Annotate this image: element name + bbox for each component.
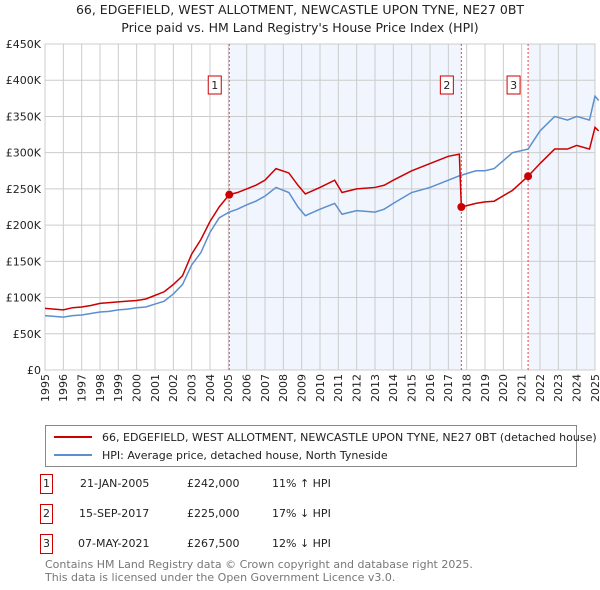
sale-date: 21-JAN-2005 xyxy=(80,477,150,490)
chart-subtitle: Price paid vs. HM Land Registry's House … xyxy=(121,20,479,35)
sale-date: 07-MAY-2021 xyxy=(78,537,150,550)
shaded-period xyxy=(229,44,462,370)
x-tick-label: 2007 xyxy=(259,374,272,402)
x-tick-label: 2024 xyxy=(571,374,584,402)
plot-border xyxy=(44,43,596,371)
y-tick-label: £400K xyxy=(6,74,42,87)
y-tick-label: £250K xyxy=(6,183,42,196)
x-tick-label: 2010 xyxy=(314,374,327,402)
sale-price: £267,500 xyxy=(187,537,240,550)
x-tick-label: 2009 xyxy=(296,374,309,402)
x-tick-label: 2023 xyxy=(552,374,565,402)
footer-line-1: Contains HM Land Registry data © Crown c… xyxy=(45,558,473,571)
y-tick-label: £150K xyxy=(6,255,42,268)
sale-hpi: 12% ↓ HPI xyxy=(272,537,331,550)
x-tick-label: 1997 xyxy=(76,374,89,402)
sale-point xyxy=(225,190,234,199)
sale-marker-box xyxy=(439,75,454,95)
y-tick-label: £0 xyxy=(27,364,41,377)
x-tick-label: 2025 xyxy=(589,374,600,402)
y-tick-label: £200K xyxy=(6,219,42,232)
sale-marker-num: 3 xyxy=(40,534,53,554)
plot-area: 1995 1996 1997 1998 1999 2000 2001 2002 2003 2004… xyxy=(6,38,600,402)
x-tick-label: 2011 xyxy=(332,374,345,402)
sale-marker-label: 3 xyxy=(510,79,517,92)
x-tick-label: 2000 xyxy=(131,374,144,402)
x-tick-label: 2020 xyxy=(497,374,510,402)
y-tick-label: £50K xyxy=(13,328,42,341)
x-tick-label: 2017 xyxy=(442,374,455,402)
x-tick-label: 2013 xyxy=(369,374,382,402)
sale-marker-label: 2 xyxy=(443,79,450,92)
chart-title: 66, EDGEFIELD, WEST ALLOTMENT, NEWCASTLE… xyxy=(75,2,525,17)
x-tick-label: 1999 xyxy=(112,374,125,402)
hpi-line xyxy=(44,94,600,318)
x-tick-label: 2019 xyxy=(479,374,492,402)
x-tick-label: 2012 xyxy=(351,374,364,402)
x-tick-label: 2001 xyxy=(149,374,162,402)
legend: 66, EDGEFIELD, WEST ALLOTMENT, NEWCASTLE… xyxy=(45,425,597,467)
legend-label-hpi: HPI: Average price, detached house, Nort… xyxy=(102,448,388,462)
x-tick-label: 2014 xyxy=(387,374,400,402)
footer-attribution: Contains HM Land Registry data © Crown c… xyxy=(45,558,473,584)
y-tick-label: £350K xyxy=(6,110,42,123)
x-tick-label: 2008 xyxy=(277,374,290,402)
x-tick-label: 2016 xyxy=(424,374,437,402)
x-tick-label: 2002 xyxy=(167,374,180,402)
shaded-period xyxy=(528,44,595,370)
sale-date: 15-SEP-2017 xyxy=(79,507,150,520)
x-tick-label: 2015 xyxy=(406,374,419,402)
sale-point xyxy=(524,172,533,181)
sale-hpi: 17% ↓ HPI xyxy=(272,507,331,520)
x-tick-label: 2004 xyxy=(204,374,217,402)
sale-marker-box xyxy=(207,75,222,95)
x-tick-label: 1995 xyxy=(39,374,52,402)
sale-marker-num: 1 xyxy=(40,474,53,494)
x-tick-label: 2018 xyxy=(461,374,474,402)
sale-price: £242,000 xyxy=(187,477,240,490)
legend-swatch-hpi xyxy=(54,454,92,456)
sale-point xyxy=(457,203,466,211)
x-tick-label: 2003 xyxy=(186,374,199,402)
sale-hpi: 11% ↑ HPI xyxy=(272,477,331,490)
footer-line-2: This data is licensed under the Open Gov… xyxy=(45,571,396,584)
x-tick-label: 2022 xyxy=(534,374,547,402)
property-price-line xyxy=(44,125,600,311)
legend-label-property: 66, EDGEFIELD, WEST ALLOTMENT, NEWCASTLE… xyxy=(102,430,597,444)
x-tick-label: 2005 xyxy=(222,374,235,402)
x-tick-label: 1998 xyxy=(94,374,107,402)
legend-swatch-property xyxy=(54,436,92,438)
y-tick-label: £300K xyxy=(6,147,42,160)
sale-marker-label: 1 xyxy=(211,79,218,92)
y-tick-label: £100K xyxy=(6,292,42,305)
y-tick-label: £450K xyxy=(6,38,42,51)
sale-marker-box xyxy=(506,75,521,95)
sale-price: £225,000 xyxy=(187,507,240,520)
x-tick-label: 2021 xyxy=(516,374,529,402)
sale-marker-num: 2 xyxy=(40,504,53,524)
x-tick-label: 1996 xyxy=(57,374,70,402)
x-tick-label: 2006 xyxy=(241,374,254,402)
